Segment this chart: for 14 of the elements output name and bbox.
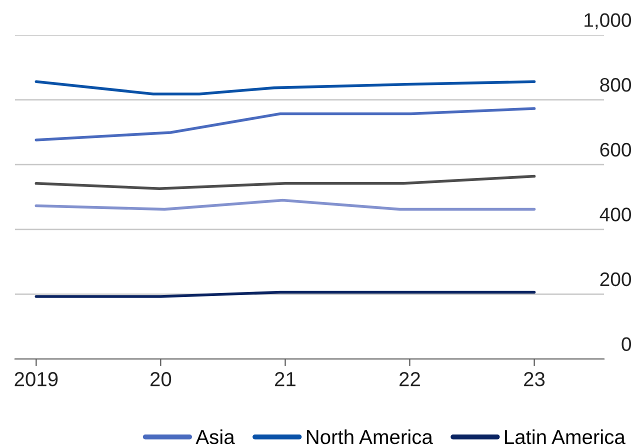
x-tick-label: 22 [400,372,420,386]
x-tick-label: 2019 [14,372,58,386]
y-tick-label: 800 [600,78,632,92]
y-tick-label: 1,000 [584,13,632,30]
legend-label: Asia [196,429,235,444]
legend-label: North America [306,429,433,444]
y-tick-label: 400 [600,208,632,222]
y-tick-label: 600 [600,142,632,157]
x-tick-label: 23 [524,372,545,386]
legend-label: Latin America [505,429,626,444]
x-tick-label: 21 [275,372,296,386]
x-tick-label: 20 [150,372,172,386]
y-tick-label: 200 [600,272,632,286]
y-tick-label: 0 [622,337,632,351]
